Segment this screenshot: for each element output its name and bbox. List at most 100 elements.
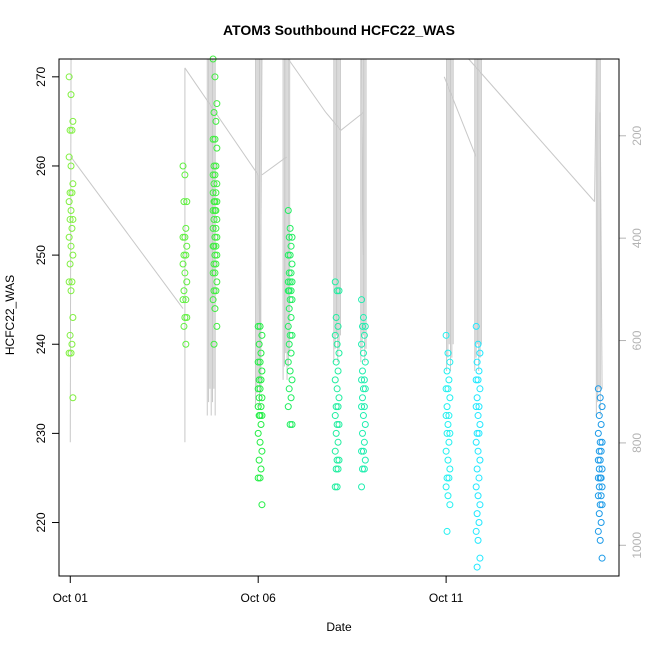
data-point <box>286 331 294 339</box>
data-point <box>68 340 76 348</box>
x-tick-label: Oct 11 <box>429 591 464 605</box>
data-point <box>210 162 218 170</box>
data-point <box>332 465 340 473</box>
data-point <box>331 376 339 384</box>
data-point <box>210 340 218 348</box>
data-point <box>286 420 294 428</box>
data-point <box>254 474 262 482</box>
right-tick-label: 600 <box>630 330 644 350</box>
data-point <box>286 251 294 259</box>
data-point <box>598 501 606 509</box>
data-point <box>286 296 294 304</box>
altitude-segment <box>261 156 287 176</box>
data-point <box>594 474 602 482</box>
data-point <box>69 394 77 402</box>
data-point <box>444 456 452 464</box>
right-tick-label: 400 <box>630 228 644 248</box>
right-tick-label: 1000 <box>630 532 644 559</box>
data-point <box>287 314 295 321</box>
data-point <box>288 260 296 268</box>
data-point <box>596 456 604 464</box>
data-point <box>331 483 339 491</box>
data-point <box>595 447 603 455</box>
data-point <box>67 242 75 250</box>
data-point <box>258 331 266 339</box>
y-tick-label: 230 <box>34 423 48 443</box>
data-point <box>285 269 293 277</box>
data-point <box>210 215 218 223</box>
data-point <box>210 260 218 268</box>
data-point <box>284 207 292 215</box>
data-point <box>182 251 190 259</box>
data-point <box>333 340 341 348</box>
data-point <box>179 162 187 170</box>
data-point <box>257 465 265 473</box>
data-point <box>69 117 77 125</box>
data-point <box>359 385 367 393</box>
data-point <box>360 403 368 411</box>
data-point <box>359 314 367 321</box>
altitude-segment <box>70 156 184 309</box>
data-point <box>474 376 482 384</box>
data-point <box>446 358 454 366</box>
data-point <box>442 483 450 491</box>
data-point <box>284 322 292 330</box>
data-point <box>598 483 606 491</box>
data-point <box>213 198 221 206</box>
data-point <box>444 349 452 357</box>
data-point <box>597 519 605 527</box>
data-point <box>179 233 187 241</box>
data-point <box>595 483 603 491</box>
data-point <box>332 403 340 411</box>
data-point <box>180 198 188 206</box>
data-point <box>69 314 77 321</box>
data-point <box>358 367 366 375</box>
data-point <box>212 242 220 250</box>
data-point <box>475 519 483 527</box>
data-point <box>596 501 604 509</box>
data-point <box>257 376 265 384</box>
data-point <box>287 242 295 250</box>
data-point <box>472 527 480 535</box>
data-point <box>68 224 76 232</box>
data-point <box>333 456 341 464</box>
data-point <box>212 162 220 170</box>
data-point <box>360 465 368 473</box>
data-point <box>288 331 296 339</box>
data-point <box>209 224 217 232</box>
data-point <box>67 91 75 99</box>
data-point <box>594 385 602 393</box>
data-point <box>69 251 77 259</box>
data-point <box>333 385 341 393</box>
data-point <box>331 447 339 455</box>
data-point <box>597 420 605 428</box>
data-point <box>209 269 217 277</box>
data-point <box>598 438 606 446</box>
data-point <box>445 412 453 420</box>
data-point <box>286 224 294 232</box>
data-point <box>284 251 292 259</box>
data-point <box>183 314 191 321</box>
data-point <box>258 412 266 420</box>
data-points <box>65 55 606 571</box>
data-point <box>256 474 264 482</box>
data-point <box>358 322 366 330</box>
data-point <box>285 385 293 393</box>
data-point <box>333 483 341 491</box>
data-point <box>595 412 603 420</box>
data-point <box>358 296 366 304</box>
y-tick-label: 260 <box>34 156 48 176</box>
data-point <box>443 403 451 411</box>
data-point <box>183 242 191 250</box>
data-point <box>285 233 293 241</box>
data-point <box>65 73 73 81</box>
data-point <box>474 447 482 455</box>
data-point <box>332 429 340 437</box>
data-point <box>361 420 369 428</box>
data-point <box>358 465 366 473</box>
data-point <box>65 198 73 206</box>
y-tick-label: 220 <box>34 512 48 532</box>
data-point <box>473 394 481 402</box>
data-point <box>213 180 221 188</box>
